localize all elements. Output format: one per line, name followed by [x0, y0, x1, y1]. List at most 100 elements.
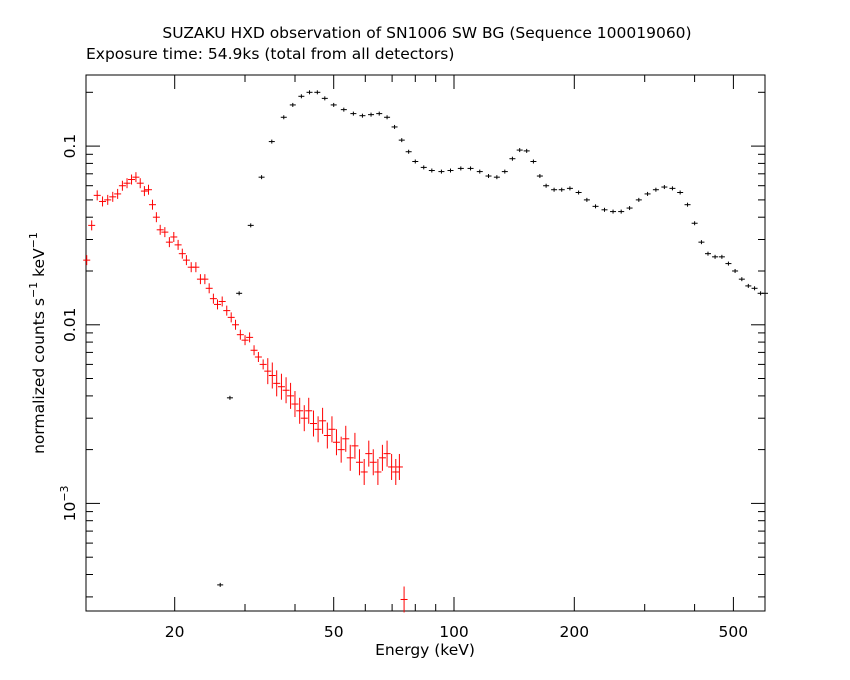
data-point	[259, 359, 267, 370]
data-point	[669, 186, 676, 191]
data-point	[376, 111, 383, 116]
data-point	[400, 586, 408, 613]
y-tick-label: 0.1	[61, 134, 79, 159]
data-point	[236, 329, 244, 340]
chart-title: SUZAKU HXD observation of SN1006 SW BG (…	[162, 24, 691, 42]
data-point	[342, 425, 350, 452]
data-point	[365, 440, 373, 467]
data-point	[323, 422, 331, 449]
data-point	[114, 188, 122, 199]
data-point	[232, 319, 240, 330]
data-point	[601, 207, 608, 212]
data-point	[109, 191, 117, 202]
data-point	[314, 90, 321, 95]
data-point	[501, 169, 508, 174]
data-point	[277, 373, 285, 400]
data-point	[543, 183, 550, 188]
data-point	[314, 416, 322, 443]
data-point	[684, 202, 691, 207]
data-point	[241, 335, 249, 346]
data-point	[148, 199, 156, 210]
data-point	[762, 291, 768, 296]
data-point	[369, 449, 377, 476]
data-point	[291, 391, 299, 418]
data-point	[428, 168, 435, 173]
data-point	[530, 159, 537, 164]
data-point	[170, 231, 178, 242]
x-tick-label: 200	[560, 623, 590, 641]
data-point	[330, 102, 337, 107]
data-point	[374, 458, 382, 485]
data-point	[704, 251, 711, 256]
data-point	[273, 370, 281, 397]
data-point	[88, 220, 96, 231]
y-axis-label-unit: keV	[30, 248, 48, 282]
data-point	[467, 166, 474, 171]
data-point	[332, 429, 340, 456]
x-tick-label: 50	[324, 623, 344, 641]
data-point	[161, 227, 169, 238]
data-point	[618, 209, 625, 214]
data-point	[282, 377, 290, 404]
data-point	[359, 113, 366, 118]
data-point	[485, 174, 492, 179]
data-point	[165, 237, 173, 248]
data-series-layer	[83, 90, 768, 613]
data-point	[340, 107, 347, 112]
x-tick-label: 100	[439, 623, 469, 641]
data-point	[583, 197, 590, 202]
data-point	[725, 261, 732, 266]
data-point	[626, 206, 633, 211]
x-tick-label: 20	[165, 623, 185, 641]
data-point	[247, 223, 254, 228]
data-point	[412, 159, 419, 164]
data-point	[306, 90, 313, 95]
data-point	[118, 180, 126, 191]
data-point	[351, 432, 359, 459]
data-point	[136, 178, 144, 189]
data-point	[144, 184, 152, 195]
data-point	[300, 405, 308, 432]
y-axis-label: normalized counts s−1 keV−1	[27, 232, 48, 454]
data-point	[214, 299, 222, 310]
data-point	[457, 166, 464, 171]
data-point	[104, 194, 112, 205]
data-point	[227, 312, 235, 323]
chart-subtitle: Exposure time: 54.9ks (total from all de…	[86, 45, 454, 63]
data-point	[718, 254, 725, 259]
data-point	[254, 352, 262, 363]
data-point	[174, 239, 182, 250]
data-point	[516, 148, 523, 153]
data-point	[268, 362, 276, 389]
data-point	[182, 255, 190, 266]
series-2	[83, 172, 408, 613]
x-tick-label: 500	[719, 623, 749, 641]
data-point	[268, 139, 275, 144]
data-point	[388, 453, 396, 480]
data-point	[610, 209, 617, 214]
data-point	[566, 186, 573, 191]
data-point	[328, 416, 336, 443]
data-point	[246, 332, 254, 343]
data-point	[751, 286, 758, 291]
data-point	[83, 255, 91, 266]
data-point	[384, 115, 391, 120]
data-point	[745, 283, 752, 288]
data-point	[217, 582, 224, 587]
data-point	[738, 277, 745, 282]
data-point	[205, 283, 213, 294]
data-point	[152, 212, 160, 223]
data-point	[223, 305, 231, 316]
data-point	[438, 169, 445, 174]
data-point	[298, 94, 305, 99]
data-point	[368, 112, 375, 117]
series-1	[217, 90, 768, 587]
data-point	[296, 397, 304, 424]
data-point	[712, 254, 719, 259]
data-point	[201, 274, 209, 285]
y-tick-label: 0.01	[61, 308, 79, 343]
data-point	[350, 111, 357, 116]
data-point	[398, 138, 405, 143]
data-point	[178, 248, 186, 259]
